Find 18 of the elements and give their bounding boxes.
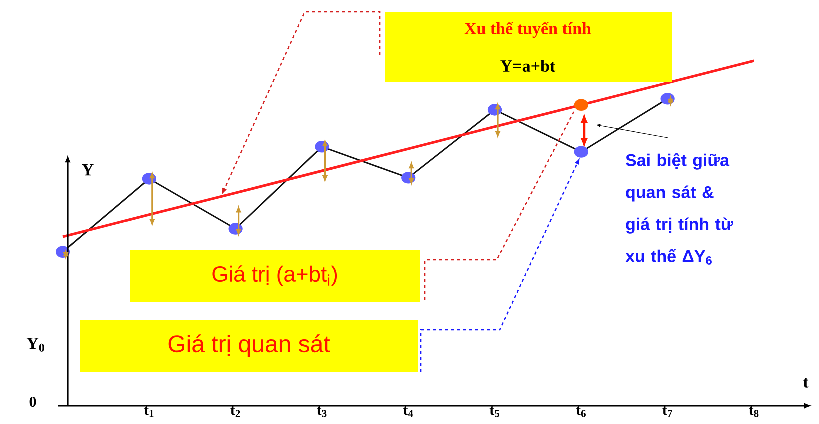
x-tick-label: t$_{7}$: [662, 406, 672, 418]
text: Xu thế tuyến tính: [464, 22, 592, 38]
y-axis-title: Y: [82, 164, 94, 176]
x-tick-label: t$_{1}$: [144, 406, 154, 418]
text: 0: [30, 396, 36, 408]
annotation: Sai biệt giữa quan sát & giá trị tính từ xu thế ΔY$_{6}$: [626, 154, 734, 265]
point: [574, 99, 588, 112]
x-tick-label: t$_{8}$: [749, 406, 759, 418]
annotation: Giá trị quan sát: [168, 334, 330, 358]
x-tick-label: t$_{2}$: [230, 406, 240, 418]
x-tick-label: t$_{6}$: [576, 406, 586, 418]
x-tick-label: t$_{3}$: [317, 406, 327, 418]
annotation: Giá trị (a+bt$_{i}$): [212, 266, 338, 286]
annotation: Y=a+bt: [500, 60, 556, 72]
text: Y$_{0}$: [26, 338, 44, 352]
x-tick-label: t$_{5}$: [490, 406, 500, 418]
x-axis-title: t: [803, 378, 809, 388]
x-tick-label: t$_{4}$: [403, 406, 414, 418]
